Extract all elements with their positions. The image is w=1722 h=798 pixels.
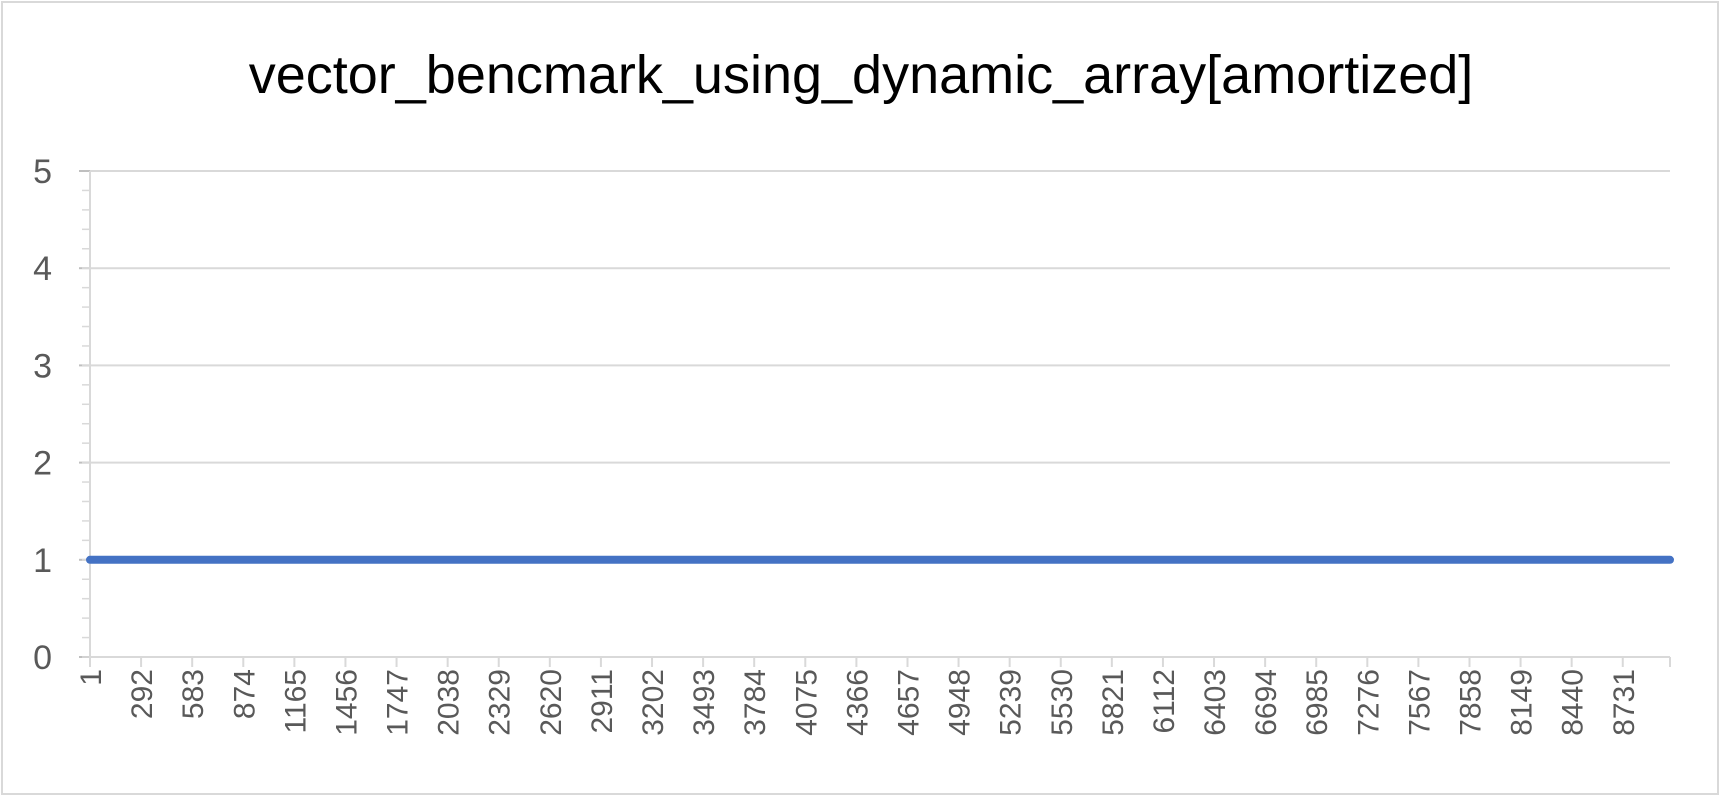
x-tick-label: 7567 [1403, 669, 1436, 736]
x-tick-label: 5530 [1046, 669, 1079, 736]
x-tick-label: 8731 [1608, 669, 1641, 736]
y-tick-label: 1 [33, 542, 52, 580]
x-tick-label: 2620 [535, 669, 568, 736]
axes [79, 170, 1671, 667]
x-tick-label: 583 [177, 669, 210, 719]
x-tick-label: 3784 [739, 669, 772, 736]
x-tick-label: 4075 [790, 669, 823, 736]
y-tick-label: 0 [33, 639, 52, 677]
x-tick-label: 5821 [1097, 669, 1130, 736]
y-tick-label: 2 [33, 445, 52, 483]
gridlines [90, 170, 1670, 561]
x-tick-label: 7276 [1352, 669, 1385, 736]
y-tick-label: 3 [33, 347, 52, 385]
x-tick-label: 7858 [1454, 669, 1487, 736]
x-tick-label: 2911 [586, 669, 619, 734]
x-tick-label: 6694 [1250, 669, 1283, 736]
x-tick-label: 8440 [1557, 669, 1590, 736]
x-tick-label: 1 [75, 669, 108, 686]
x-tick-label: 4657 [892, 669, 925, 736]
y-tick-label: 5 [33, 153, 52, 191]
x-tick-label: 2329 [484, 669, 517, 736]
x-tick-label: 5239 [995, 669, 1028, 736]
x-tick-label: 2038 [433, 669, 466, 736]
x-tick-label: 3202 [637, 669, 670, 736]
x-tick-label: 1747 [382, 669, 415, 736]
x-tick-label: 4366 [841, 669, 874, 736]
x-tick-label: 1456 [330, 669, 363, 736]
y-tick-label: 4 [33, 250, 52, 288]
x-tick-label: 292 [126, 669, 159, 719]
x-tick-label: 6985 [1301, 669, 1334, 736]
x-tick-label: 1165 [279, 669, 312, 734]
tick-labels: 0 1 2 3 4 5 1 292 583 874 1165 1456 1747 2038 2329 2620… [33, 153, 1641, 736]
chart-title: vector_bencmark_using_dynamic_array[amor… [248, 45, 1474, 105]
x-tick-label: 874 [228, 669, 261, 719]
x-tick-label: 3493 [688, 669, 721, 736]
x-tick-label: 6403 [1199, 669, 1232, 736]
x-tick-label: 8149 [1506, 669, 1539, 736]
x-tick-label: 6112 [1148, 669, 1181, 734]
x-tick-label: 4948 [944, 669, 977, 736]
